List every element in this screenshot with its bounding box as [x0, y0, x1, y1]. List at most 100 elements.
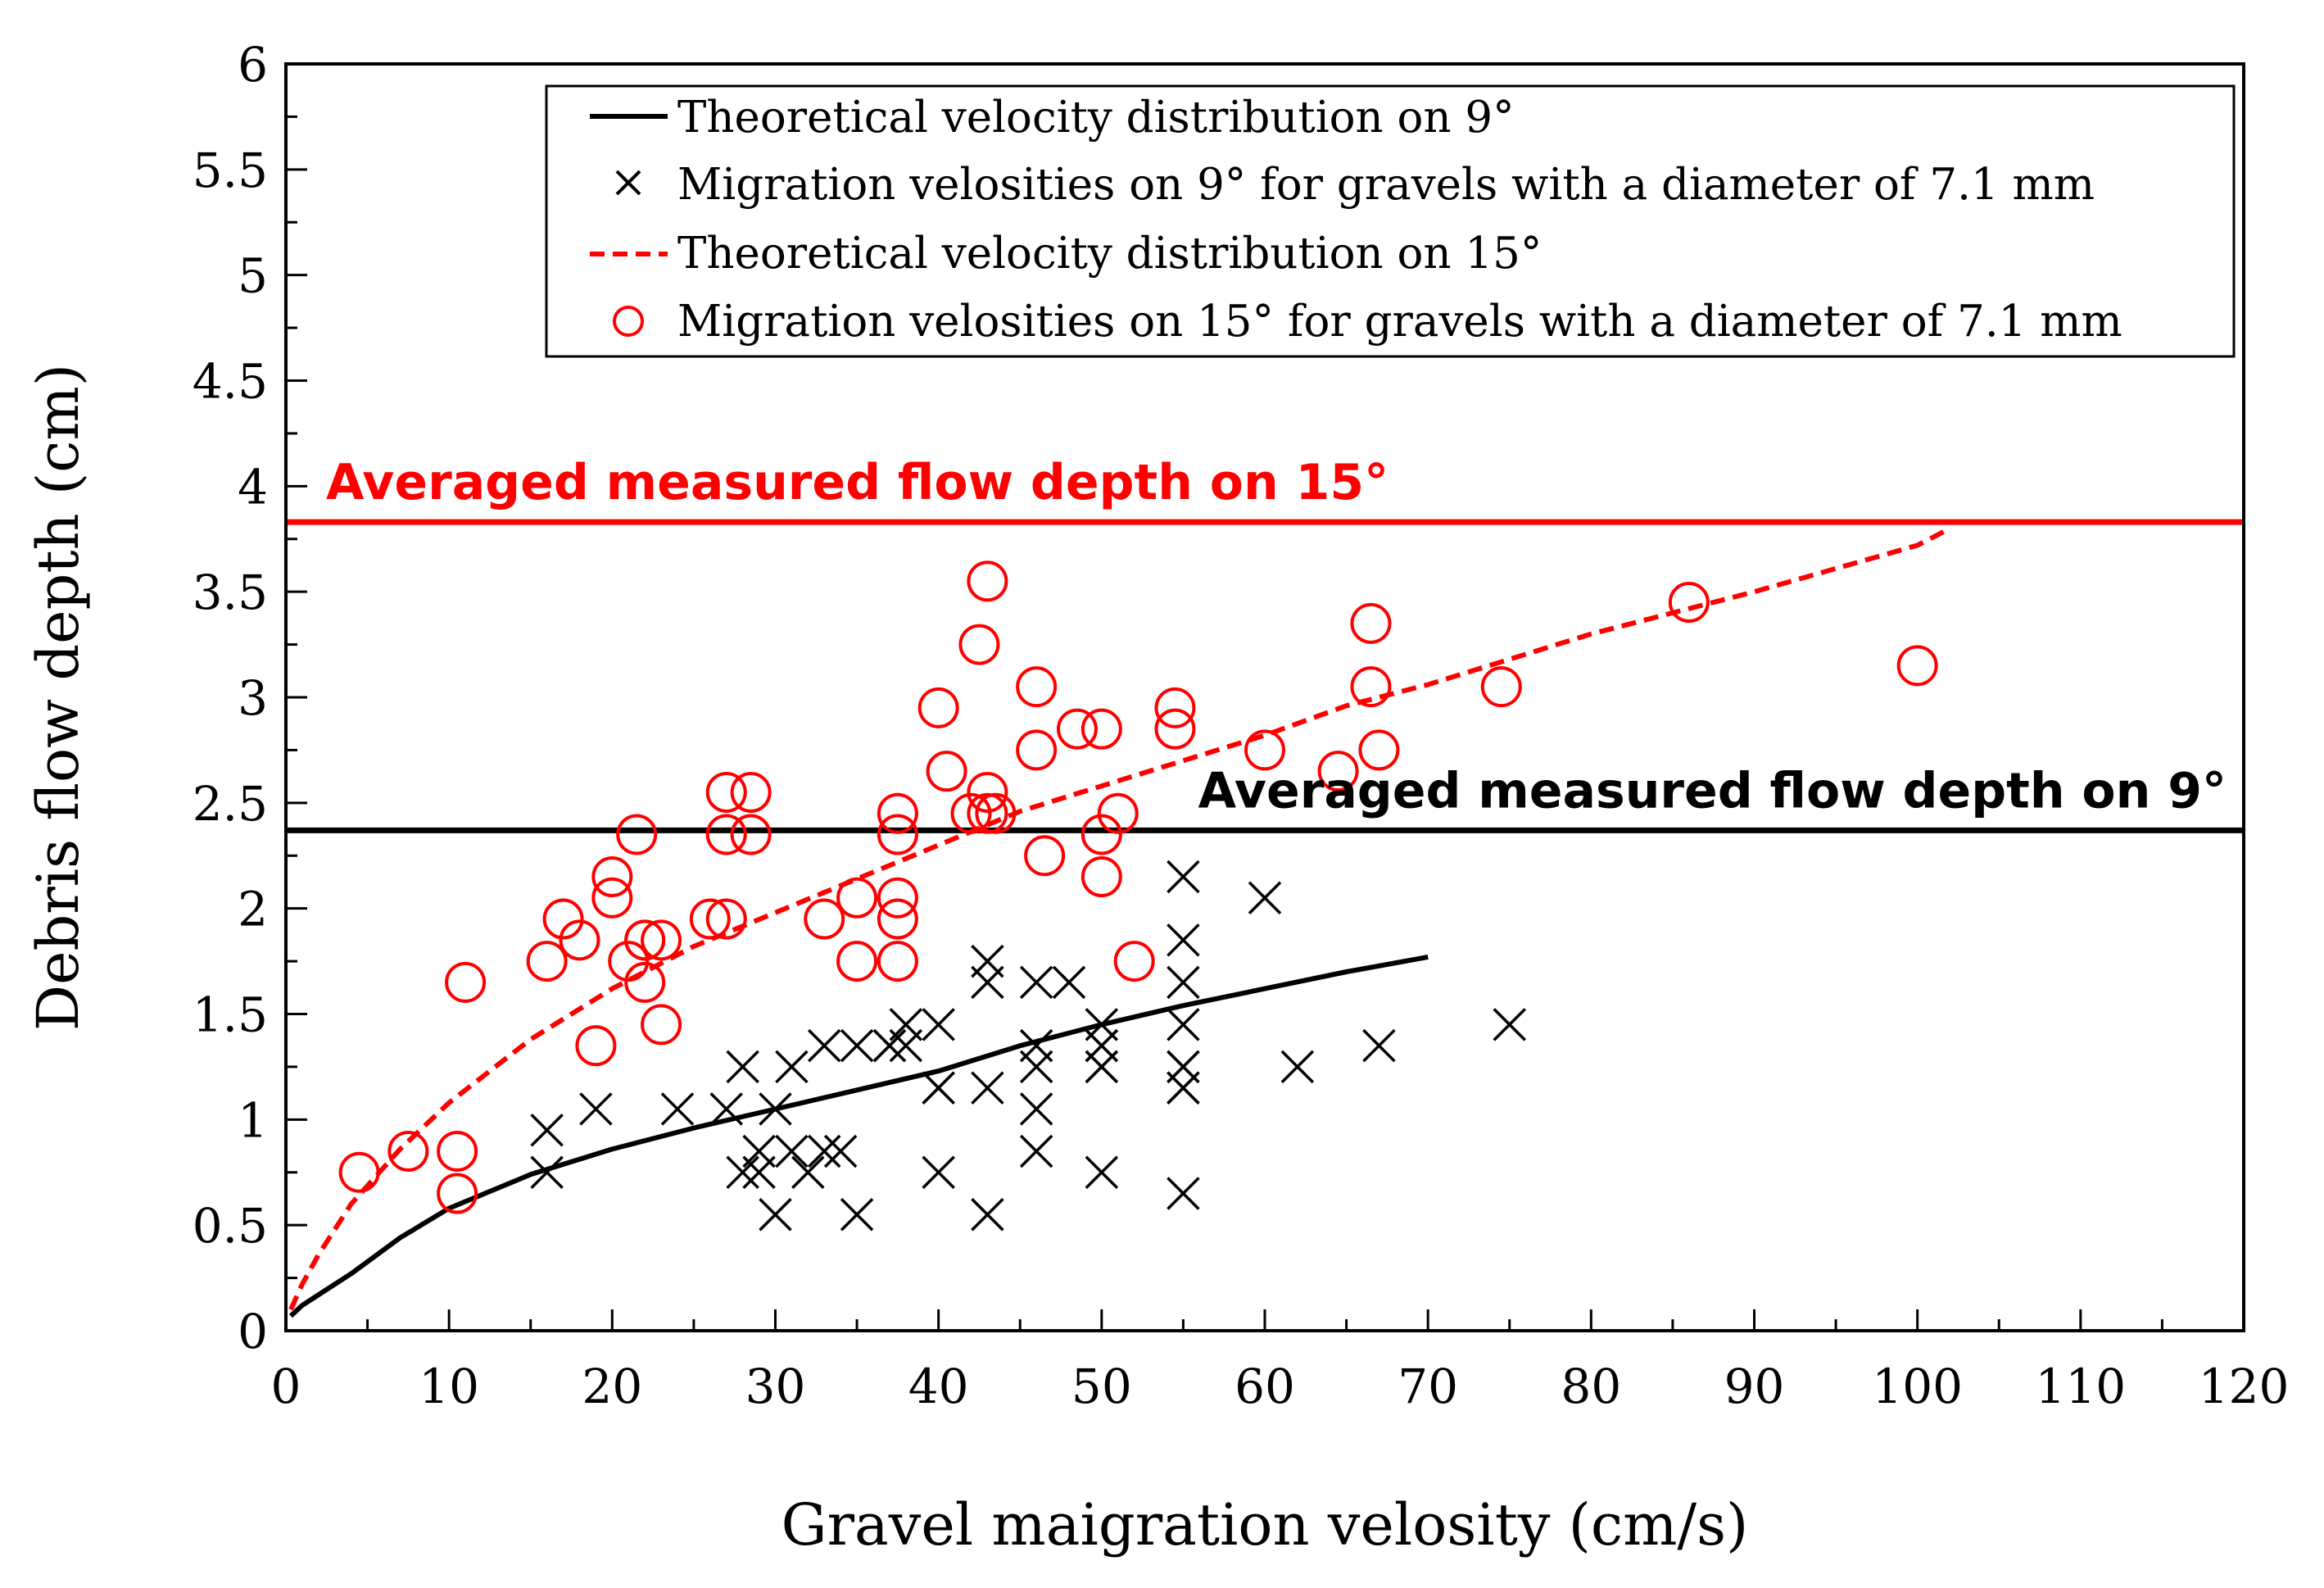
data-point-x	[775, 1050, 809, 1084]
data-point-x	[1052, 965, 1086, 1000]
data-point-x	[1362, 1028, 1396, 1063]
data-point-circle	[1154, 708, 1196, 750]
y-tick-label: 2.5	[193, 776, 268, 832]
data-point-circle	[1317, 751, 1359, 792]
y-tick-label: 4.5	[193, 354, 268, 410]
ref-label-9deg: Averaged measured flow depth on 9°	[1198, 762, 2227, 819]
data-point-circle	[950, 792, 992, 834]
data-point-circle	[559, 919, 600, 961]
data-point-circle	[1154, 687, 1196, 728]
legend-label-0: Theoretical velocity distribution on 9°	[677, 93, 1515, 143]
data-point-circle	[1024, 835, 1066, 877]
y-tick-label: 4	[238, 459, 268, 515]
data-point-x	[922, 1155, 955, 1189]
data-point-circle	[877, 898, 918, 940]
data-point-circle	[917, 687, 959, 728]
data-point-x	[1085, 1050, 1119, 1084]
data-point-circle	[526, 941, 568, 982]
data-point-circle	[1113, 941, 1155, 982]
y-tick-label: 1	[238, 1092, 268, 1148]
data-point-circle	[877, 792, 918, 834]
data-point-circle	[575, 1025, 617, 1067]
data-point-x	[840, 1198, 874, 1232]
data-point-x	[530, 1155, 564, 1189]
data-point-x	[726, 1050, 759, 1084]
data-point-x	[1085, 1155, 1119, 1189]
data-point-x	[1167, 1177, 1200, 1210]
data-point-circle	[836, 941, 878, 982]
legend-box	[545, 84, 2236, 358]
data-point-circle	[591, 877, 633, 919]
data-point-circle	[730, 814, 772, 855]
data-point-circle	[1358, 729, 1400, 771]
data-point-x	[530, 1113, 564, 1147]
data-point-x	[1493, 1008, 1526, 1041]
data-point-x	[791, 1155, 825, 1189]
x-tick-label: 60	[1234, 1359, 1295, 1414]
legend-swatch-x-marker	[615, 170, 641, 196]
data-point-x	[775, 1134, 809, 1168]
data-point-x	[922, 1008, 955, 1041]
data-point-circle	[338, 1151, 380, 1193]
x-tick-label: 30	[745, 1359, 806, 1414]
data-point-circle	[641, 1004, 682, 1046]
data-point-x	[759, 1198, 792, 1232]
data-point-x	[1019, 1092, 1053, 1126]
data-point-x	[709, 1092, 743, 1126]
data-point-circle	[1016, 666, 1058, 708]
data-point-circle	[1056, 708, 1098, 750]
data-point-circle	[730, 771, 772, 813]
data-point-circle	[616, 814, 658, 855]
data-point-x	[579, 1092, 613, 1126]
data-point-x	[808, 1028, 841, 1063]
y-axis-title: Debris flow depth (cm)	[25, 364, 92, 1031]
x-tick-label: 80	[1561, 1359, 1621, 1414]
data-point-x	[1167, 860, 1200, 894]
legend-label-1: Migration velosities on 9° for gravels w…	[677, 160, 2095, 210]
data-point-circle	[641, 919, 682, 961]
data-point-circle	[624, 961, 666, 1003]
data-point-circle	[1080, 856, 1122, 898]
x-tick-label: 20	[582, 1359, 642, 1414]
x-tick-label: 50	[1071, 1359, 1132, 1414]
data-point-x	[971, 1198, 1004, 1232]
y-tick-label: 6	[238, 37, 268, 93]
x-tick-label: 0	[271, 1359, 301, 1414]
data-point-circle	[705, 771, 747, 813]
data-point-circle	[1480, 666, 1522, 708]
x-tick-label: 40	[908, 1359, 969, 1414]
y-tick-label: 5.5	[193, 143, 268, 198]
y-tick-label: 2	[238, 882, 268, 937]
data-point-circle	[1668, 582, 1710, 624]
data-point-circle	[1097, 792, 1139, 834]
data-point-x	[1167, 1008, 1200, 1041]
x-tick-label: 100	[1872, 1359, 1963, 1414]
data-point-circle	[1080, 708, 1122, 750]
x-axis-title: Gravel maigration velosity (cm/s)	[781, 1491, 1749, 1559]
data-point-circle	[705, 814, 747, 855]
data-point-circle	[1016, 729, 1058, 771]
legend-swatch-circle-marker	[613, 306, 644, 337]
x-tick-label: 70	[1398, 1359, 1458, 1414]
data-point-x	[823, 1134, 858, 1168]
data-point-x	[660, 1092, 695, 1126]
x-tick-label: 110	[2035, 1359, 2126, 1414]
data-point-circle	[445, 961, 487, 1003]
x-tick-label: 120	[2199, 1359, 2290, 1414]
data-point-x	[1167, 923, 1200, 957]
data-point-x	[1248, 881, 1282, 915]
data-point-x	[1280, 1050, 1315, 1084]
data-point-circle	[877, 941, 918, 982]
data-point-circle	[958, 624, 1000, 665]
plot-frame	[284, 62, 2245, 1332]
data-point-circle	[967, 792, 1008, 834]
data-point-x	[1019, 1050, 1053, 1084]
data-point-circle	[1350, 666, 1392, 708]
x-tick-label: 90	[1724, 1359, 1785, 1414]
data-point-circle	[591, 856, 633, 898]
y-tick-label: 0.5	[193, 1198, 268, 1254]
data-point-circle	[926, 751, 967, 792]
data-point-circle	[975, 792, 1017, 834]
data-point-circle	[1896, 645, 1938, 687]
